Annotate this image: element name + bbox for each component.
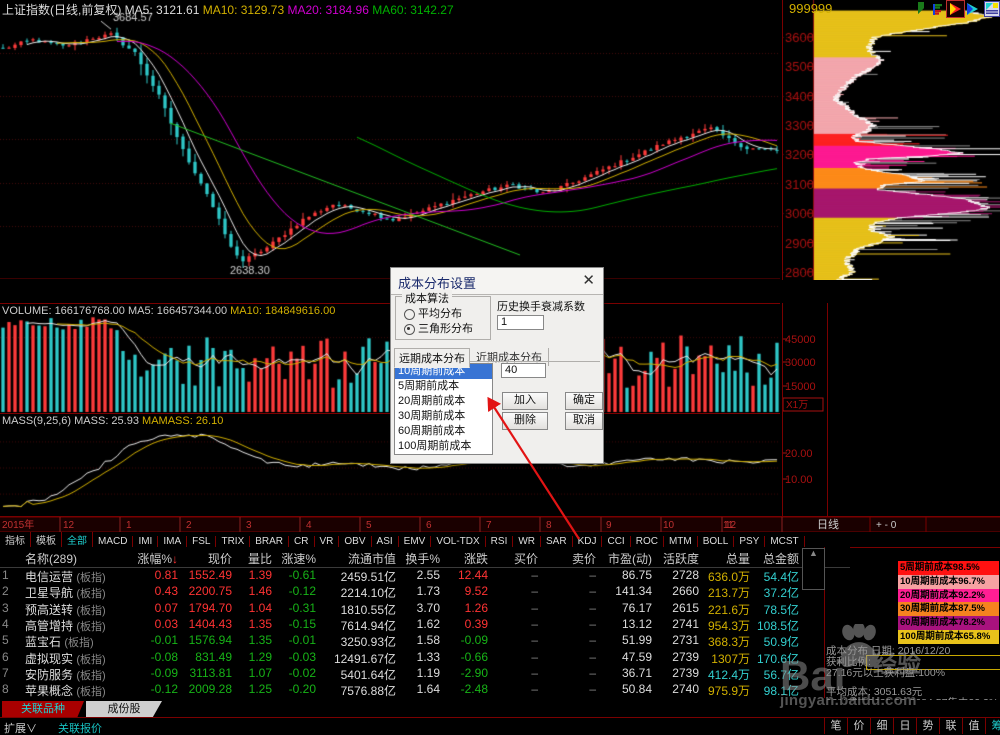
svg-text:8: 8 [546,520,552,531]
svg-text:15000: 15000 [785,381,816,393]
svg-text:45000: 45000 [785,334,816,346]
svg-text:12: 12 [725,520,737,531]
svg-text:30000: 30000 [785,357,816,369]
svg-text:12: 12 [63,520,75,531]
svg-text:1: 1 [126,520,132,531]
svg-text:+ - 0: + - 0 [876,520,897,531]
svg-text:X1万: X1万 [786,400,808,411]
svg-text:4: 4 [306,520,312,531]
svg-text:6: 6 [426,520,432,531]
svg-text:9: 9 [606,520,612,531]
svg-text:20.00: 20.00 [785,448,813,460]
svg-text:2: 2 [186,520,192,531]
svg-text:2015年: 2015年 [2,518,34,531]
svg-text:7: 7 [486,520,492,531]
svg-text:日线: 日线 [817,517,839,531]
svg-text:3: 3 [246,520,252,531]
svg-text:5: 5 [366,520,372,531]
svg-text:10: 10 [663,520,675,531]
svg-text:10.00: 10.00 [785,474,813,486]
